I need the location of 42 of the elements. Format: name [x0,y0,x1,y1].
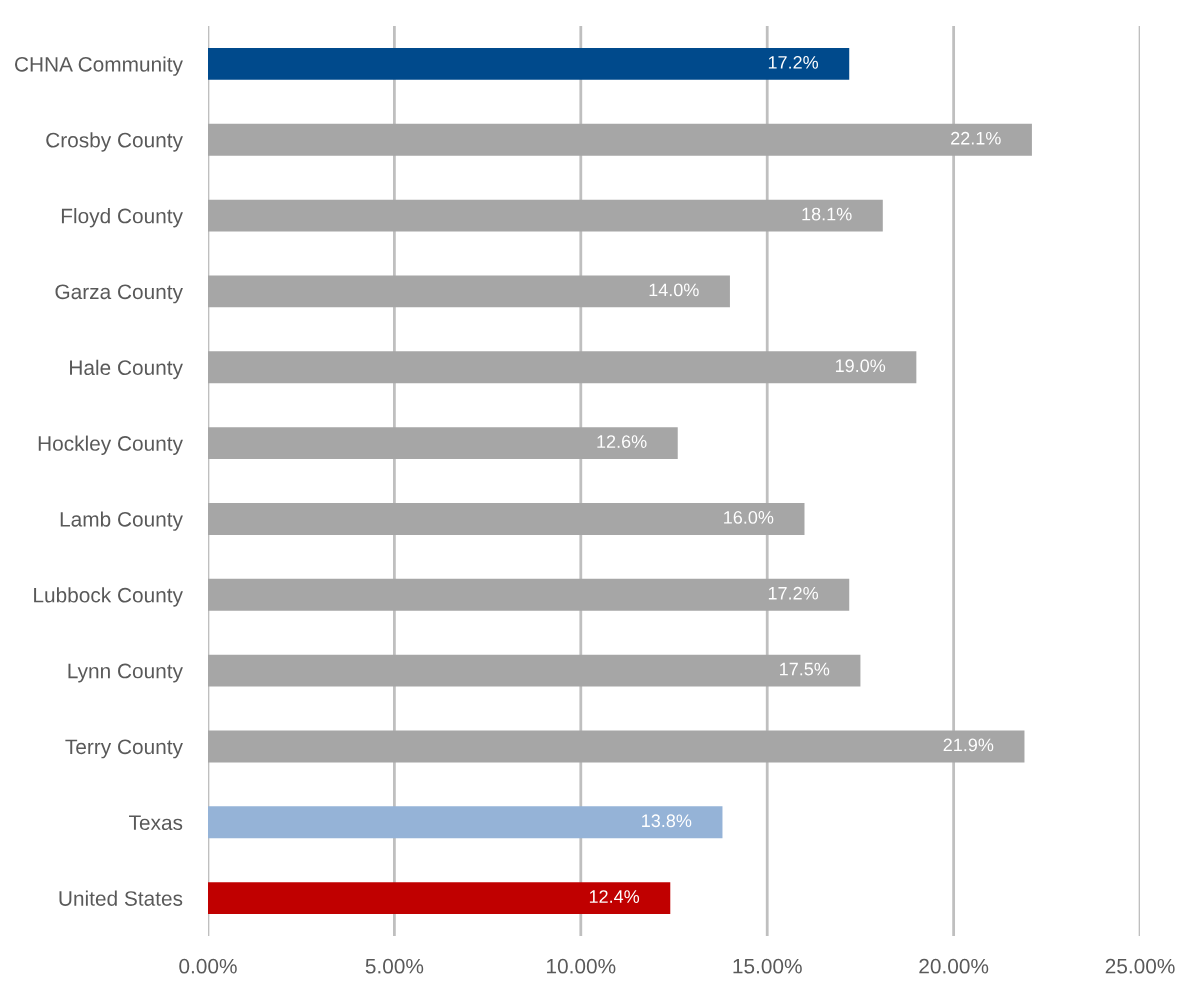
data-label: 14.0% [649,283,699,297]
y-tick-label: Garza County [55,284,183,304]
data-label: 16.0% [724,511,774,524]
y-tick-label: United States [59,890,183,906]
y-tick-label: CHNA Community [15,56,183,76]
x-tick-label: 15.00% [733,958,802,974]
x-tick-label: 25.00% [1105,958,1175,974]
bar [207,578,850,611]
bar [207,351,917,384]
y-tick-label: Terry County [65,739,183,759]
bar [207,654,861,687]
x-tick-label: 5.00% [365,958,424,974]
y-tick-label: Texas [129,815,183,831]
data-label: 21.9% [943,738,994,752]
data-label: 17.2% [768,586,819,600]
data-label: 22.1% [951,131,1001,145]
data-label: 17.2% [768,56,819,69]
bar [207,730,1025,763]
y-tick-label: Floyd County [61,208,183,228]
x-tick-label: 20.00% [919,958,989,974]
y-tick-label: Hockley County [38,435,183,455]
bar [207,199,883,232]
y-tick-label: Lamb County [60,511,183,531]
bar [207,806,723,839]
y-tick-label: Crosby County [46,132,183,152]
bar [207,882,671,915]
data-label: 18.1% [802,207,852,221]
y-tick-label: Hale County [70,359,183,380]
data-label: 19.0% [835,359,886,373]
bar [207,503,805,535]
x-tick-label: 10.00% [547,958,616,974]
bar [207,48,850,80]
bar [207,123,1032,156]
data-label: 12.6% [597,435,647,448]
data-label: 12.4% [589,890,640,903]
y-tick-label: Lubbock County [34,587,183,607]
bar [207,275,730,308]
x-tick-label: 0.00% [179,958,237,974]
data-label: 13.8% [642,814,692,828]
data-label: 17.5% [780,662,830,676]
y-tick-label: Lynn County [68,663,183,683]
bar [207,427,678,460]
